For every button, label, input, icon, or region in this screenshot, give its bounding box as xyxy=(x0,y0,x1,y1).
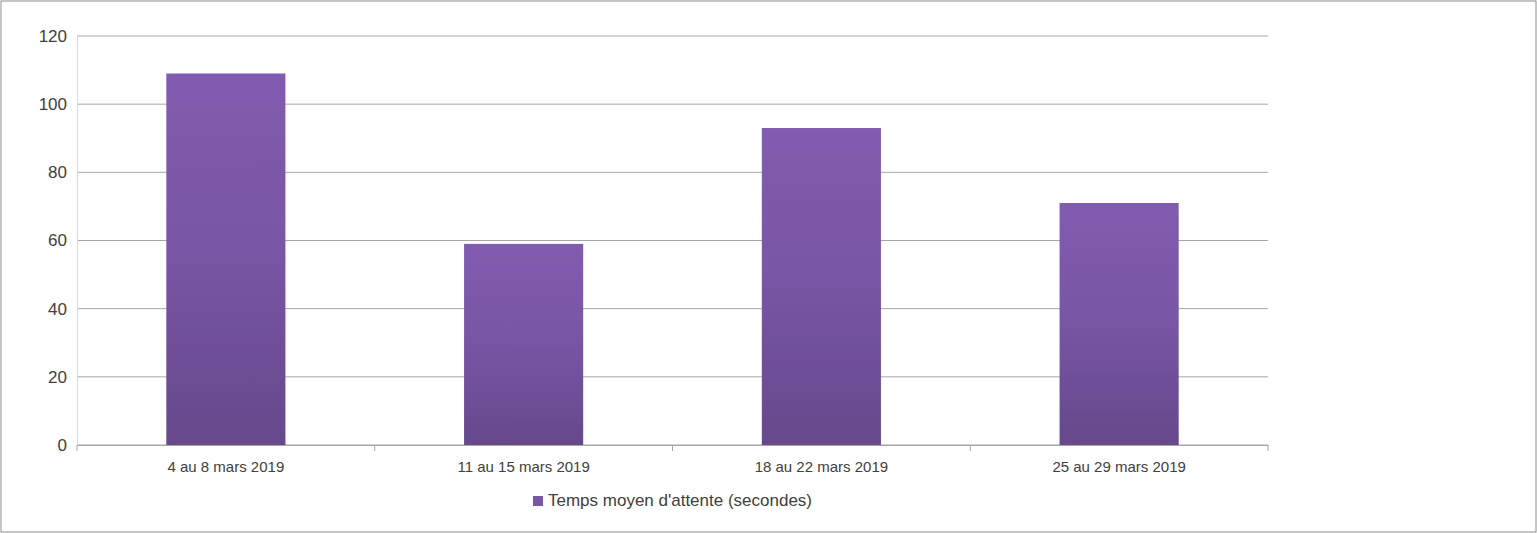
x-tick-label: 11 au 15 mars 2019 xyxy=(457,458,589,475)
bar xyxy=(1060,203,1179,445)
grid-line xyxy=(77,36,1268,37)
y-tick-label: 100 xyxy=(39,95,67,114)
y-tick-label: 120 xyxy=(39,27,67,46)
y-tick: 120 xyxy=(39,27,77,46)
y-axis: 0 20 40 60 80 100 120 xyxy=(39,27,78,455)
legend: Temps moyen d'attente (secondes) xyxy=(533,491,812,510)
category-separator xyxy=(1268,445,1269,451)
x-tick: 11 au 15 mars 2019 xyxy=(457,445,589,475)
x-tick-label: 4 au 8 mars 2019 xyxy=(168,458,285,475)
y-tick: 0 xyxy=(58,436,77,455)
chart-frame xyxy=(1,1,1536,532)
x-tick: 18 au 22 mars 2019 xyxy=(755,445,888,475)
y-tick: 80 xyxy=(48,163,77,182)
category-separators xyxy=(77,445,1268,451)
y-tick-label: 80 xyxy=(48,163,67,182)
x-tick: 25 au 29 mars 2019 xyxy=(1052,445,1185,475)
category-separator xyxy=(970,445,971,451)
y-tick: 20 xyxy=(48,368,77,387)
category-separator xyxy=(374,445,375,451)
category-separator xyxy=(672,445,673,451)
legend-swatch xyxy=(533,496,543,506)
y-tick: 60 xyxy=(48,231,77,250)
bar xyxy=(762,128,881,445)
y-axis-line xyxy=(77,37,78,446)
x-tick-label: 25 au 29 mars 2019 xyxy=(1052,458,1185,475)
category-separator xyxy=(77,445,78,451)
y-tick-label: 20 xyxy=(48,368,67,387)
bars xyxy=(166,73,1178,445)
y-tick-label: 40 xyxy=(48,300,67,319)
grid xyxy=(77,36,1268,445)
plot-area: 0 20 40 60 80 100 120 4 au 8 mars 2019 11 au 15 … xyxy=(39,27,1269,475)
bar xyxy=(464,244,583,445)
x-tick: 4 au 8 mars 2019 xyxy=(168,445,285,475)
legend-label: Temps moyen d'attente (secondes) xyxy=(548,491,812,510)
bar xyxy=(166,73,285,445)
y-tick-label: 60 xyxy=(48,231,67,250)
x-tick-label: 18 au 22 mars 2019 xyxy=(755,458,888,475)
y-tick: 100 xyxy=(39,95,77,114)
y-tick-label: 0 xyxy=(58,436,67,455)
x-axis: 4 au 8 mars 2019 11 au 15 mars 2019 18 au … xyxy=(77,445,1269,475)
y-tick: 40 xyxy=(48,300,77,319)
legend-item: Temps moyen d'attente (secondes) xyxy=(533,491,812,510)
